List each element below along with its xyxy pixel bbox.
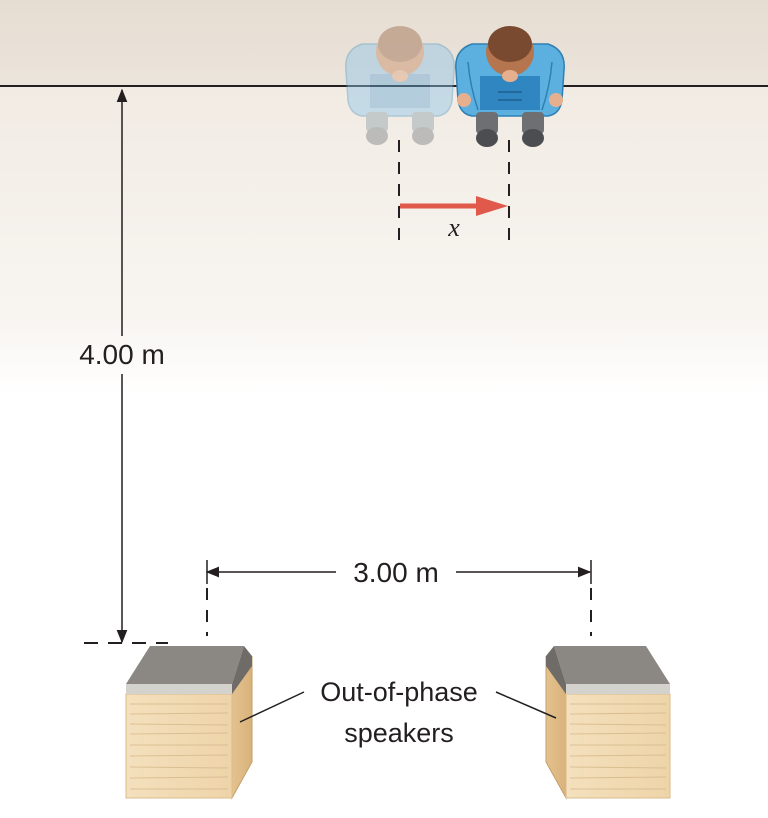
horizontal-distance-label: 3.00 m [353,557,439,588]
listener-final [455,26,565,147]
floor-area [0,86,768,396]
leader-line-right [495,691,557,719]
leader-line-left [239,691,305,723]
left-speaker [125,646,253,800]
displacement-label: x [447,213,460,242]
speakers-label-line2: speakers [344,718,454,748]
right-speaker [545,646,671,800]
listener-initial [345,26,455,145]
displacement-arrow [400,196,508,216]
vertical-distance-label: 4.00 m [79,339,165,370]
speakers-label-line1: Out-of-phase [320,677,478,707]
wall-strip [0,0,768,86]
